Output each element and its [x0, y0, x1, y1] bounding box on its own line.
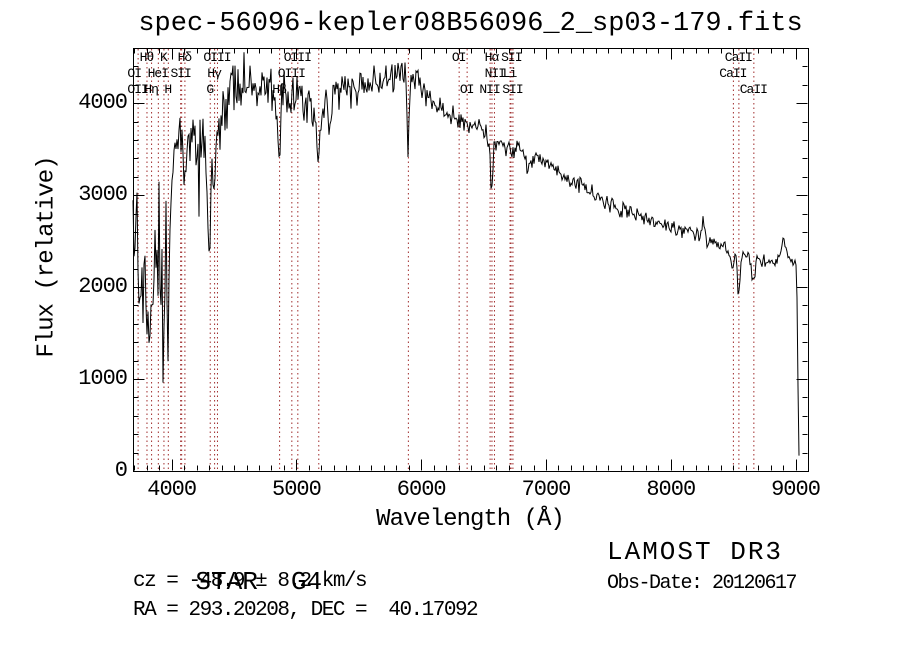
line-marker-label: OIII: [283, 50, 312, 65]
class-label: STAR: [195, 567, 258, 597]
line-marker-label: H: [164, 82, 172, 97]
line-marker-label: OI: [459, 82, 475, 97]
subclass-label: G4: [290, 567, 323, 597]
plot-title: spec-56096-kepler08B56096_2_sp03-179.fit…: [138, 9, 803, 39]
radial-velocity-line: cz = -48.9 ± 8.2 km/s: [133, 570, 368, 593]
x-tick-label: 4000: [147, 477, 197, 502]
line-marker-label: NII: [484, 66, 506, 81]
obs-date-line: Obs-Date: 20120617: [607, 572, 798, 595]
line-marker-label: OIII: [203, 50, 231, 65]
line-marker-label: Li: [502, 66, 518, 81]
line-marker-label: G: [206, 82, 214, 97]
x-tick-label: 5000: [272, 477, 322, 502]
line-marker-label: OII: [127, 82, 148, 97]
line-marker-label: Hβ: [272, 82, 287, 97]
y-tick-label: 0: [114, 458, 128, 483]
line-marker-label: CaII: [739, 82, 768, 97]
x-tick-label: 7000: [521, 477, 572, 502]
survey-label: LAMOST DR3: [607, 537, 784, 567]
coordinates-line: RA = 293.20208, DEC = 40.17092: [133, 599, 479, 622]
x-tick-label: 8000: [646, 477, 696, 502]
y-tick-label: 3000: [78, 182, 128, 208]
line-marker-label: NII: [479, 82, 500, 97]
line-marker-label: HeI: [147, 66, 169, 81]
classification-line: STAR G4: [133, 537, 322, 627]
line-marker-label: OI: [451, 50, 467, 65]
y-tick-label: 4000: [78, 90, 128, 116]
line-marker-label: Hθ: [139, 50, 155, 65]
line-marker-label: CaII: [724, 50, 753, 65]
line-marker-label: K: [160, 50, 168, 65]
line-marker-label: OIII: [277, 66, 306, 81]
x-tick-label: 6000: [396, 477, 447, 502]
line-marker-label: Hη: [144, 82, 159, 97]
y-tick-label: 1000: [78, 366, 128, 392]
line-marker-label: Hδ: [177, 50, 193, 65]
line-marker-label: Hα: [484, 50, 500, 65]
line-marker-label: SII: [502, 82, 523, 97]
x-tick-label: 9000: [771, 477, 821, 502]
y-tick-label: 2000: [78, 274, 128, 300]
line-marker-label: SII: [501, 50, 522, 65]
line-marker-label: OI: [127, 66, 142, 81]
line-marker-label: SII: [170, 66, 191, 81]
x-axis-label: Wavelength (Å): [376, 506, 565, 533]
plot-frame: [133, 48, 809, 472]
line-marker-label: Hγ: [207, 66, 222, 81]
spectrum-line: [132, 52, 800, 456]
line-marker-label: CaII: [719, 66, 747, 81]
